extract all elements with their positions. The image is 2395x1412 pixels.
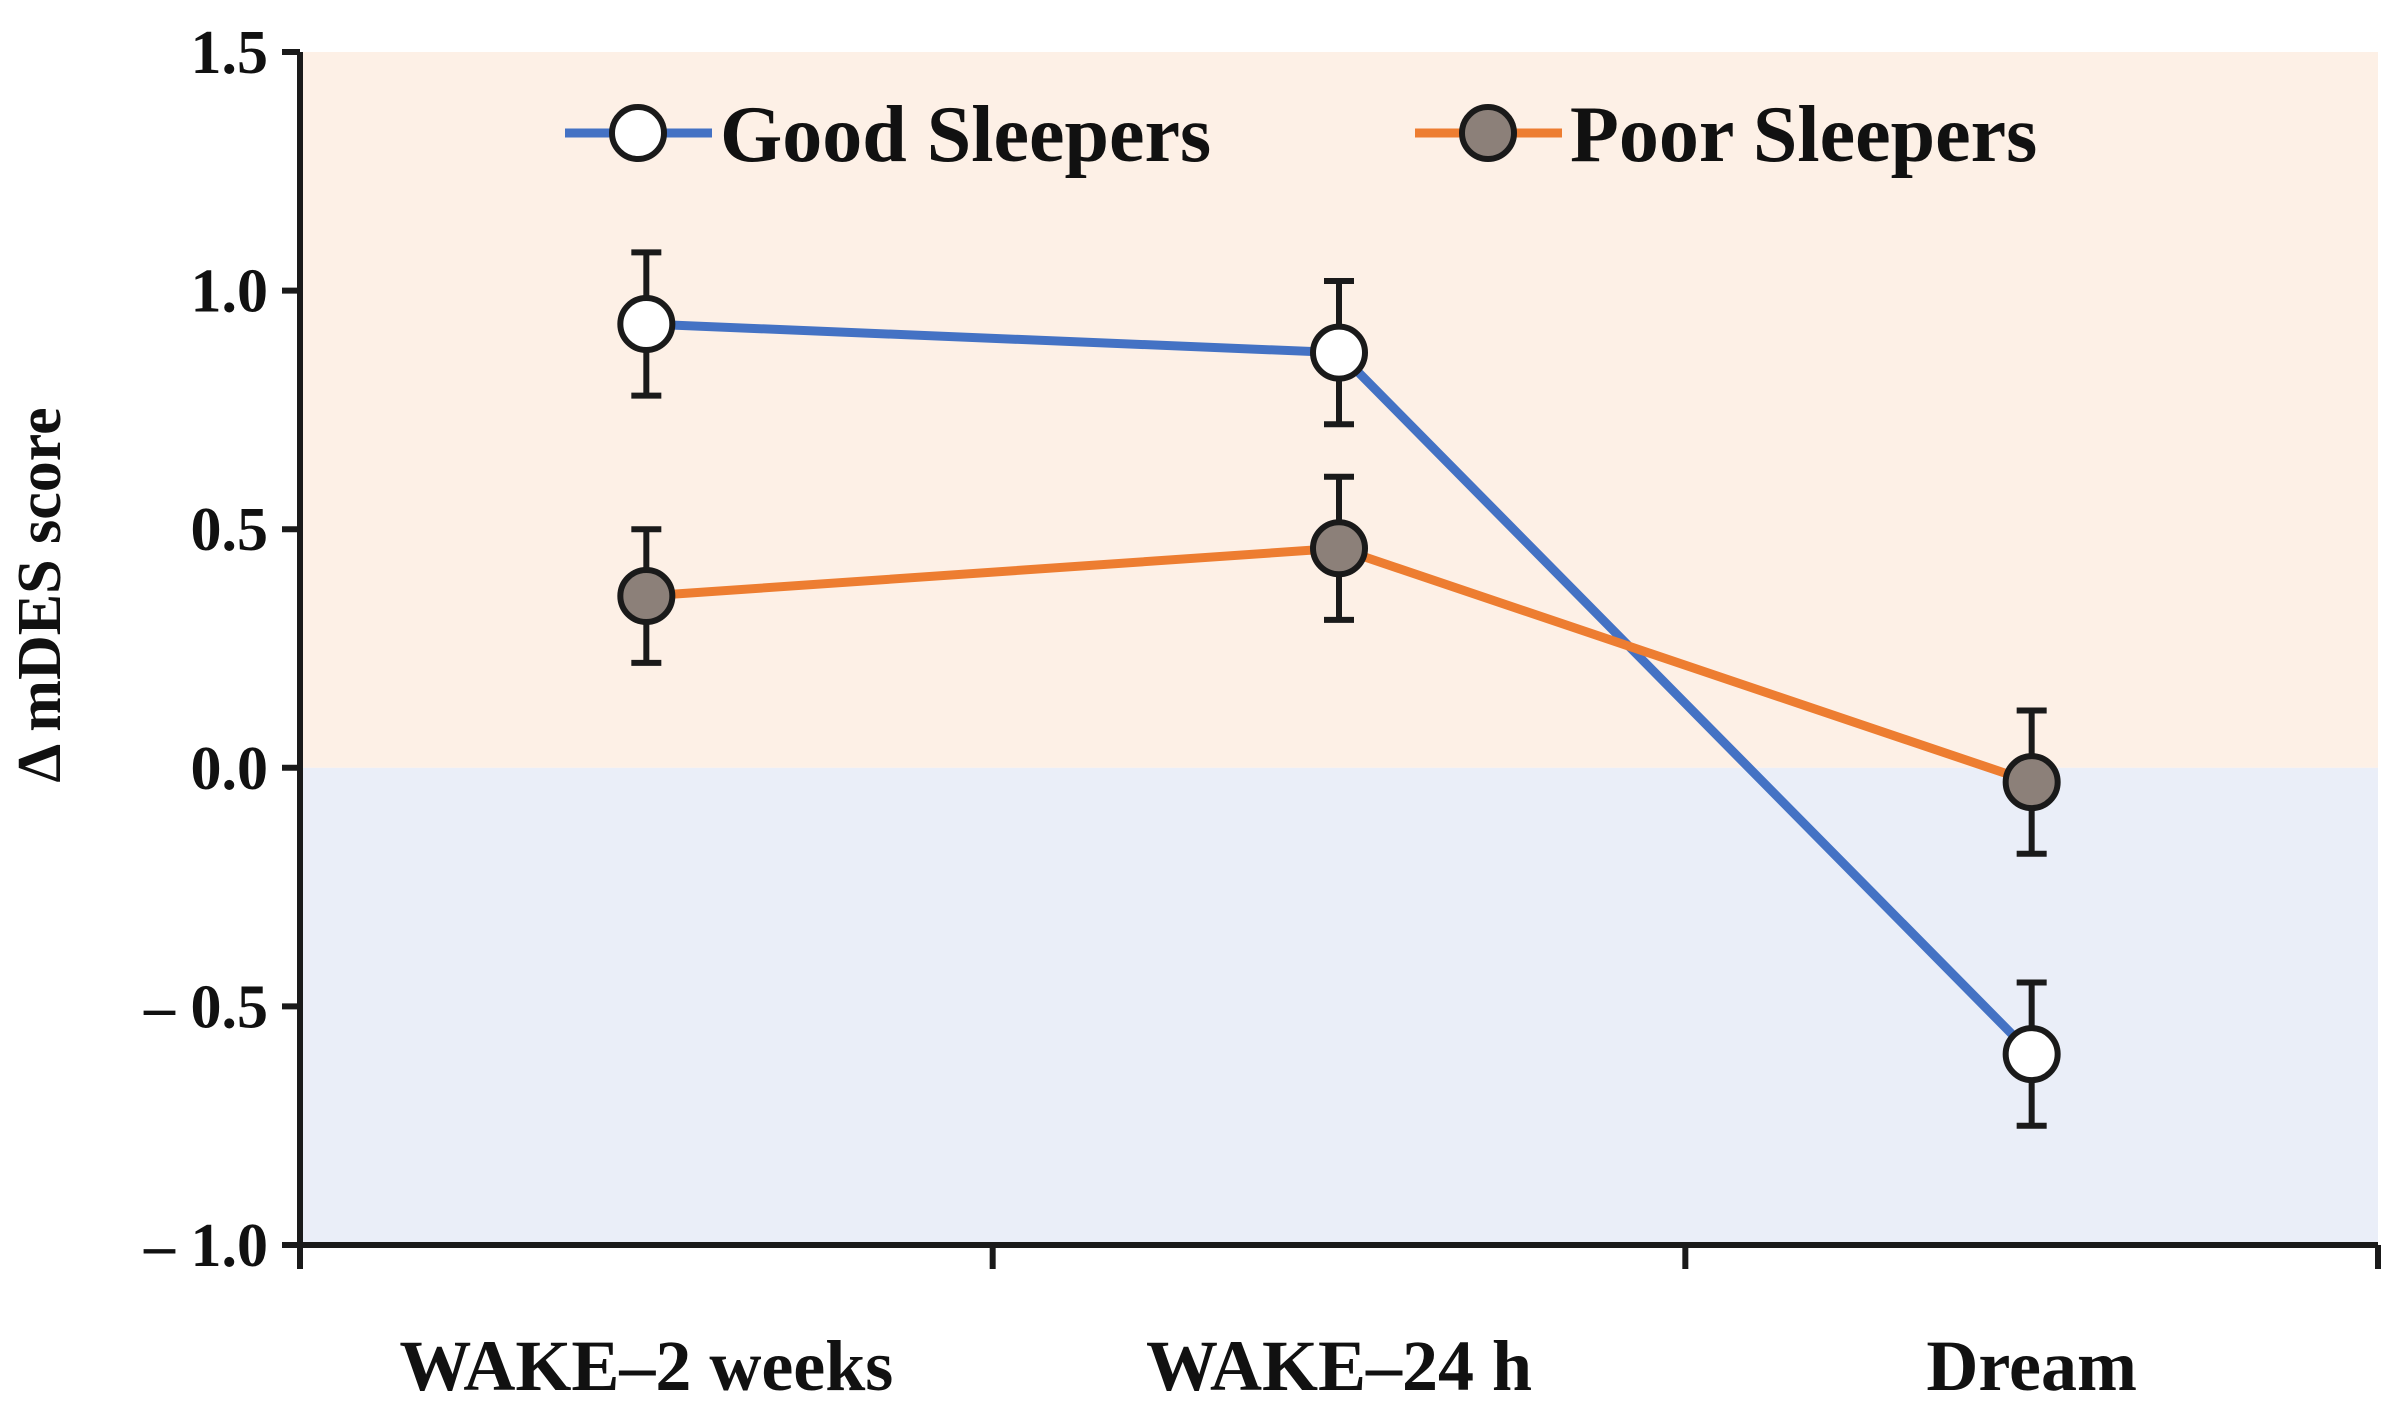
data-point-good-sleepers <box>1310 323 1368 382</box>
legend-label-good-sleepers: Good Sleepers <box>720 91 1211 179</box>
background-regions <box>300 52 2378 1245</box>
background-region-negative <box>300 767 2378 1245</box>
x-category-labels: WAKE–2 weeks WAKE–24 h Dream <box>399 1326 2137 1406</box>
y-tick-label: 1.0 <box>191 258 269 326</box>
y-tick-label: – 0.5 <box>143 973 268 1041</box>
y-axis-title: Δ mDES score <box>6 407 74 782</box>
y-tick-label: 0.5 <box>191 496 269 564</box>
x-category-label: Dream <box>1926 1326 2137 1406</box>
data-point-good-sleepers <box>2002 1025 2061 1084</box>
legend-label-poor-sleepers: Poor Sleepers <box>1570 91 2037 179</box>
data-point-good-sleepers <box>617 295 676 354</box>
data-point-poor-sleepers <box>1310 519 1368 578</box>
legend-marker-good-sleepers <box>609 104 667 162</box>
series <box>617 249 2061 1129</box>
legend: Good Sleepers Poor Sleepers <box>565 91 2037 179</box>
axes <box>282 49 2381 1269</box>
x-category-label: WAKE–24 h <box>1146 1326 1532 1406</box>
y-tick-label: 0.0 <box>191 735 269 803</box>
x-category-label: WAKE–2 weeks <box>399 1326 893 1406</box>
legend-marker-poor-sleepers <box>1459 104 1517 162</box>
data-point-poor-sleepers <box>2002 753 2061 812</box>
y-tick-label: 1.5 <box>191 19 269 87</box>
y-tick-labels: 1.5 1.0 0.5 0.0 – 0.5 – 1.0 <box>143 19 268 1280</box>
y-tick-label: – 1.0 <box>143 1212 268 1280</box>
data-point-poor-sleepers <box>617 567 676 626</box>
